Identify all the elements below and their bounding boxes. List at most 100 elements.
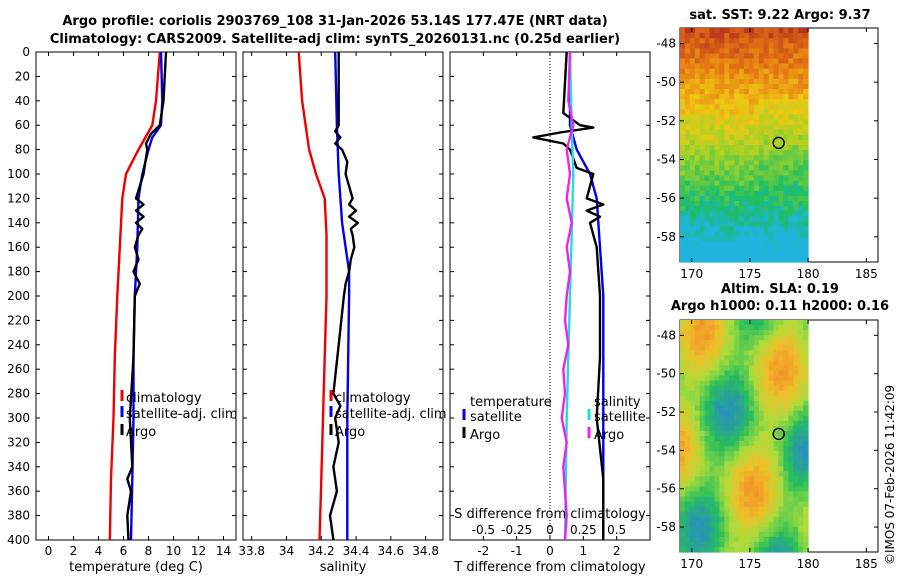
- sst-map-cell: [788, 109, 794, 116]
- sla-map-cell: [758, 451, 765, 457]
- sst-map-cell: [773, 231, 779, 238]
- sla-map-cell: [739, 541, 745, 548]
- sla-map-cell: [680, 350, 686, 356]
- sst-map-cell: [699, 94, 706, 100]
- sla-map-cell: [768, 340, 775, 346]
- sst-map-cell: [689, 185, 696, 192]
- sla-map-cell: [803, 506, 809, 513]
- sla-map-cell: [729, 526, 735, 533]
- sla-map-cell: [704, 431, 711, 437]
- sla-map-cell: [680, 410, 686, 417]
- sst-map-cell: [753, 221, 760, 227]
- sst-map-cell: [793, 114, 799, 121]
- sla-map-cell: [793, 410, 799, 417]
- sla-map-cell: [699, 521, 706, 528]
- sst-map-cell: [709, 201, 715, 207]
- sla-map-cell: [768, 370, 775, 376]
- sst-map-cell: [739, 104, 745, 110]
- difference-legend-left-title: temperature: [470, 395, 552, 410]
- sst-map-cell: [724, 180, 730, 187]
- sst-map-cell: [729, 124, 735, 131]
- sst-map-cell: [798, 109, 804, 116]
- y-tick-label: 100: [7, 167, 30, 181]
- sla-map-cell: [704, 471, 711, 477]
- sst-map-cell: [719, 241, 725, 248]
- sst-map-cell: [680, 216, 686, 222]
- sla-map-cell: [684, 501, 691, 508]
- sla-map-cell: [709, 355, 715, 361]
- sst-map-cell: [753, 206, 760, 212]
- sst-map-cell: [729, 109, 735, 116]
- sst-map-cell: [758, 63, 765, 70]
- sla-map-cell: [773, 547, 779, 553]
- sst-map-cell: [803, 170, 809, 177]
- sst-map-cell: [768, 28, 775, 34]
- sla-map-cell: [729, 365, 735, 371]
- y-tick-label: 340: [7, 460, 30, 474]
- sla-map-cell: [778, 320, 784, 326]
- sla-map-cell: [704, 420, 711, 427]
- sla-map-cell: [773, 466, 779, 472]
- temperature-profile-x-tick-label: 12: [191, 544, 206, 558]
- sst-map-cell: [763, 89, 770, 95]
- sla-map-cell: [709, 340, 715, 346]
- sst-map-cell: [714, 43, 720, 49]
- sla-map-cell: [744, 385, 750, 392]
- sst-map-cell: [734, 28, 740, 34]
- sst-map-cell: [739, 221, 745, 227]
- sla-map-cell: [739, 410, 745, 417]
- sla-map-cell: [763, 526, 770, 533]
- sla-map-cell: [729, 491, 735, 498]
- sla-map-cell: [793, 420, 799, 427]
- sla-map-cell: [739, 365, 745, 371]
- sla-map-cell: [773, 385, 779, 392]
- sla-map-cell: [763, 375, 770, 382]
- sst-map-cell: [744, 236, 750, 243]
- sst-map-cell: [778, 216, 784, 222]
- sst-map-cell: [758, 104, 765, 110]
- sst-map-cell: [798, 124, 804, 131]
- difference-profile-xlabel: T difference from climatology: [453, 560, 646, 575]
- sla-map-y-tick-label: -58: [656, 520, 676, 534]
- sla-map-cell: [758, 350, 765, 356]
- sst-map-cell: [704, 211, 711, 217]
- sla-map-cell: [704, 360, 711, 366]
- sla-map-cell: [729, 335, 735, 341]
- sla-map-cell: [680, 375, 686, 382]
- sst-map-cell: [783, 211, 789, 217]
- sst-map-cell: [798, 99, 804, 105]
- sla-map-cell: [729, 451, 735, 457]
- sst-map-cell: [734, 211, 740, 217]
- sla-map-cell: [680, 330, 686, 336]
- sla-map-cell: [783, 536, 789, 543]
- sla-map-cell: [739, 385, 745, 392]
- sst-map-cell: [763, 94, 770, 100]
- sla-map-cell: [699, 320, 706, 326]
- sla-map-cell: [699, 340, 706, 346]
- sla-map-cell: [748, 375, 755, 382]
- sla-map-cell: [793, 395, 799, 402]
- sst-map-cell: [734, 73, 740, 80]
- sla-map-cell: [763, 325, 770, 331]
- sla-map-cell: [744, 451, 750, 457]
- sla-map-cell: [704, 385, 711, 392]
- y-tick-label: 400: [7, 533, 30, 547]
- sla-map-cell: [689, 370, 696, 376]
- sst-map-cell: [694, 68, 701, 75]
- sst-map-cell: [699, 165, 706, 171]
- sla-map-cell: [788, 466, 794, 472]
- sla-map-cell: [680, 340, 686, 346]
- sst-map-y-tick-label: -56: [656, 191, 676, 205]
- sst-map-cell: [753, 211, 760, 217]
- sla-map-cell: [783, 325, 789, 331]
- sst-map-cell: [773, 206, 779, 212]
- sla-map-cell: [724, 471, 730, 477]
- sla-map-cell: [719, 431, 725, 437]
- sla-map-cell: [724, 541, 730, 548]
- sla-map-cell: [689, 466, 696, 472]
- sla-map-cell: [704, 521, 711, 528]
- sst-map-cell: [709, 68, 715, 75]
- sla-map-cell: [748, 345, 755, 351]
- sst-map-cell: [793, 99, 799, 105]
- sst-map-cell: [729, 155, 735, 161]
